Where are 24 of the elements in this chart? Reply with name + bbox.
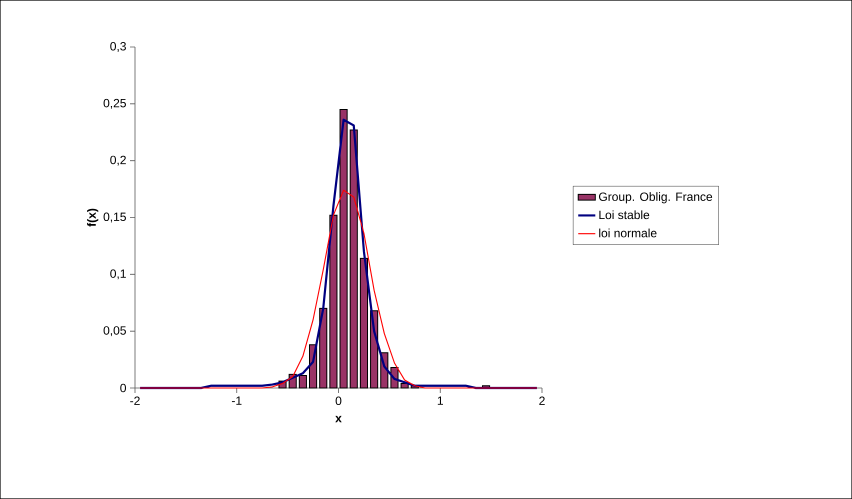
bar — [350, 129, 358, 388]
legend-label: Group. Oblig. France — [599, 192, 712, 204]
x-tick-label: -1 — [232, 396, 242, 405]
y-axis-title: f(x) — [87, 208, 98, 227]
bar — [340, 109, 348, 388]
y-tick-label: 0,3 — [110, 42, 126, 52]
y-tick-label: 0,2 — [110, 156, 126, 166]
y-tick-label: 0 — [120, 384, 126, 392]
x-axis-title: x — [335, 416, 342, 422]
x-tick-label: 2 — [539, 396, 545, 405]
y-tick-label: 0,15 — [104, 212, 126, 222]
bar — [319, 308, 328, 388]
bar — [298, 374, 307, 388]
bar — [400, 382, 409, 388]
bar — [360, 258, 368, 388]
bar — [329, 214, 338, 388]
y-tick-label: 0,1 — [110, 269, 126, 280]
legend-label: loi normale — [599, 228, 657, 238]
x-tick-label: -2 — [130, 396, 140, 405]
legend-label: Loi stable — [599, 210, 650, 220]
y-tick-label: 0,25 — [104, 98, 126, 109]
x-tick-label: 1 — [438, 396, 443, 405]
y-tick-label: 0,05 — [104, 326, 126, 336]
x-tick-label: 0 — [336, 396, 342, 406]
